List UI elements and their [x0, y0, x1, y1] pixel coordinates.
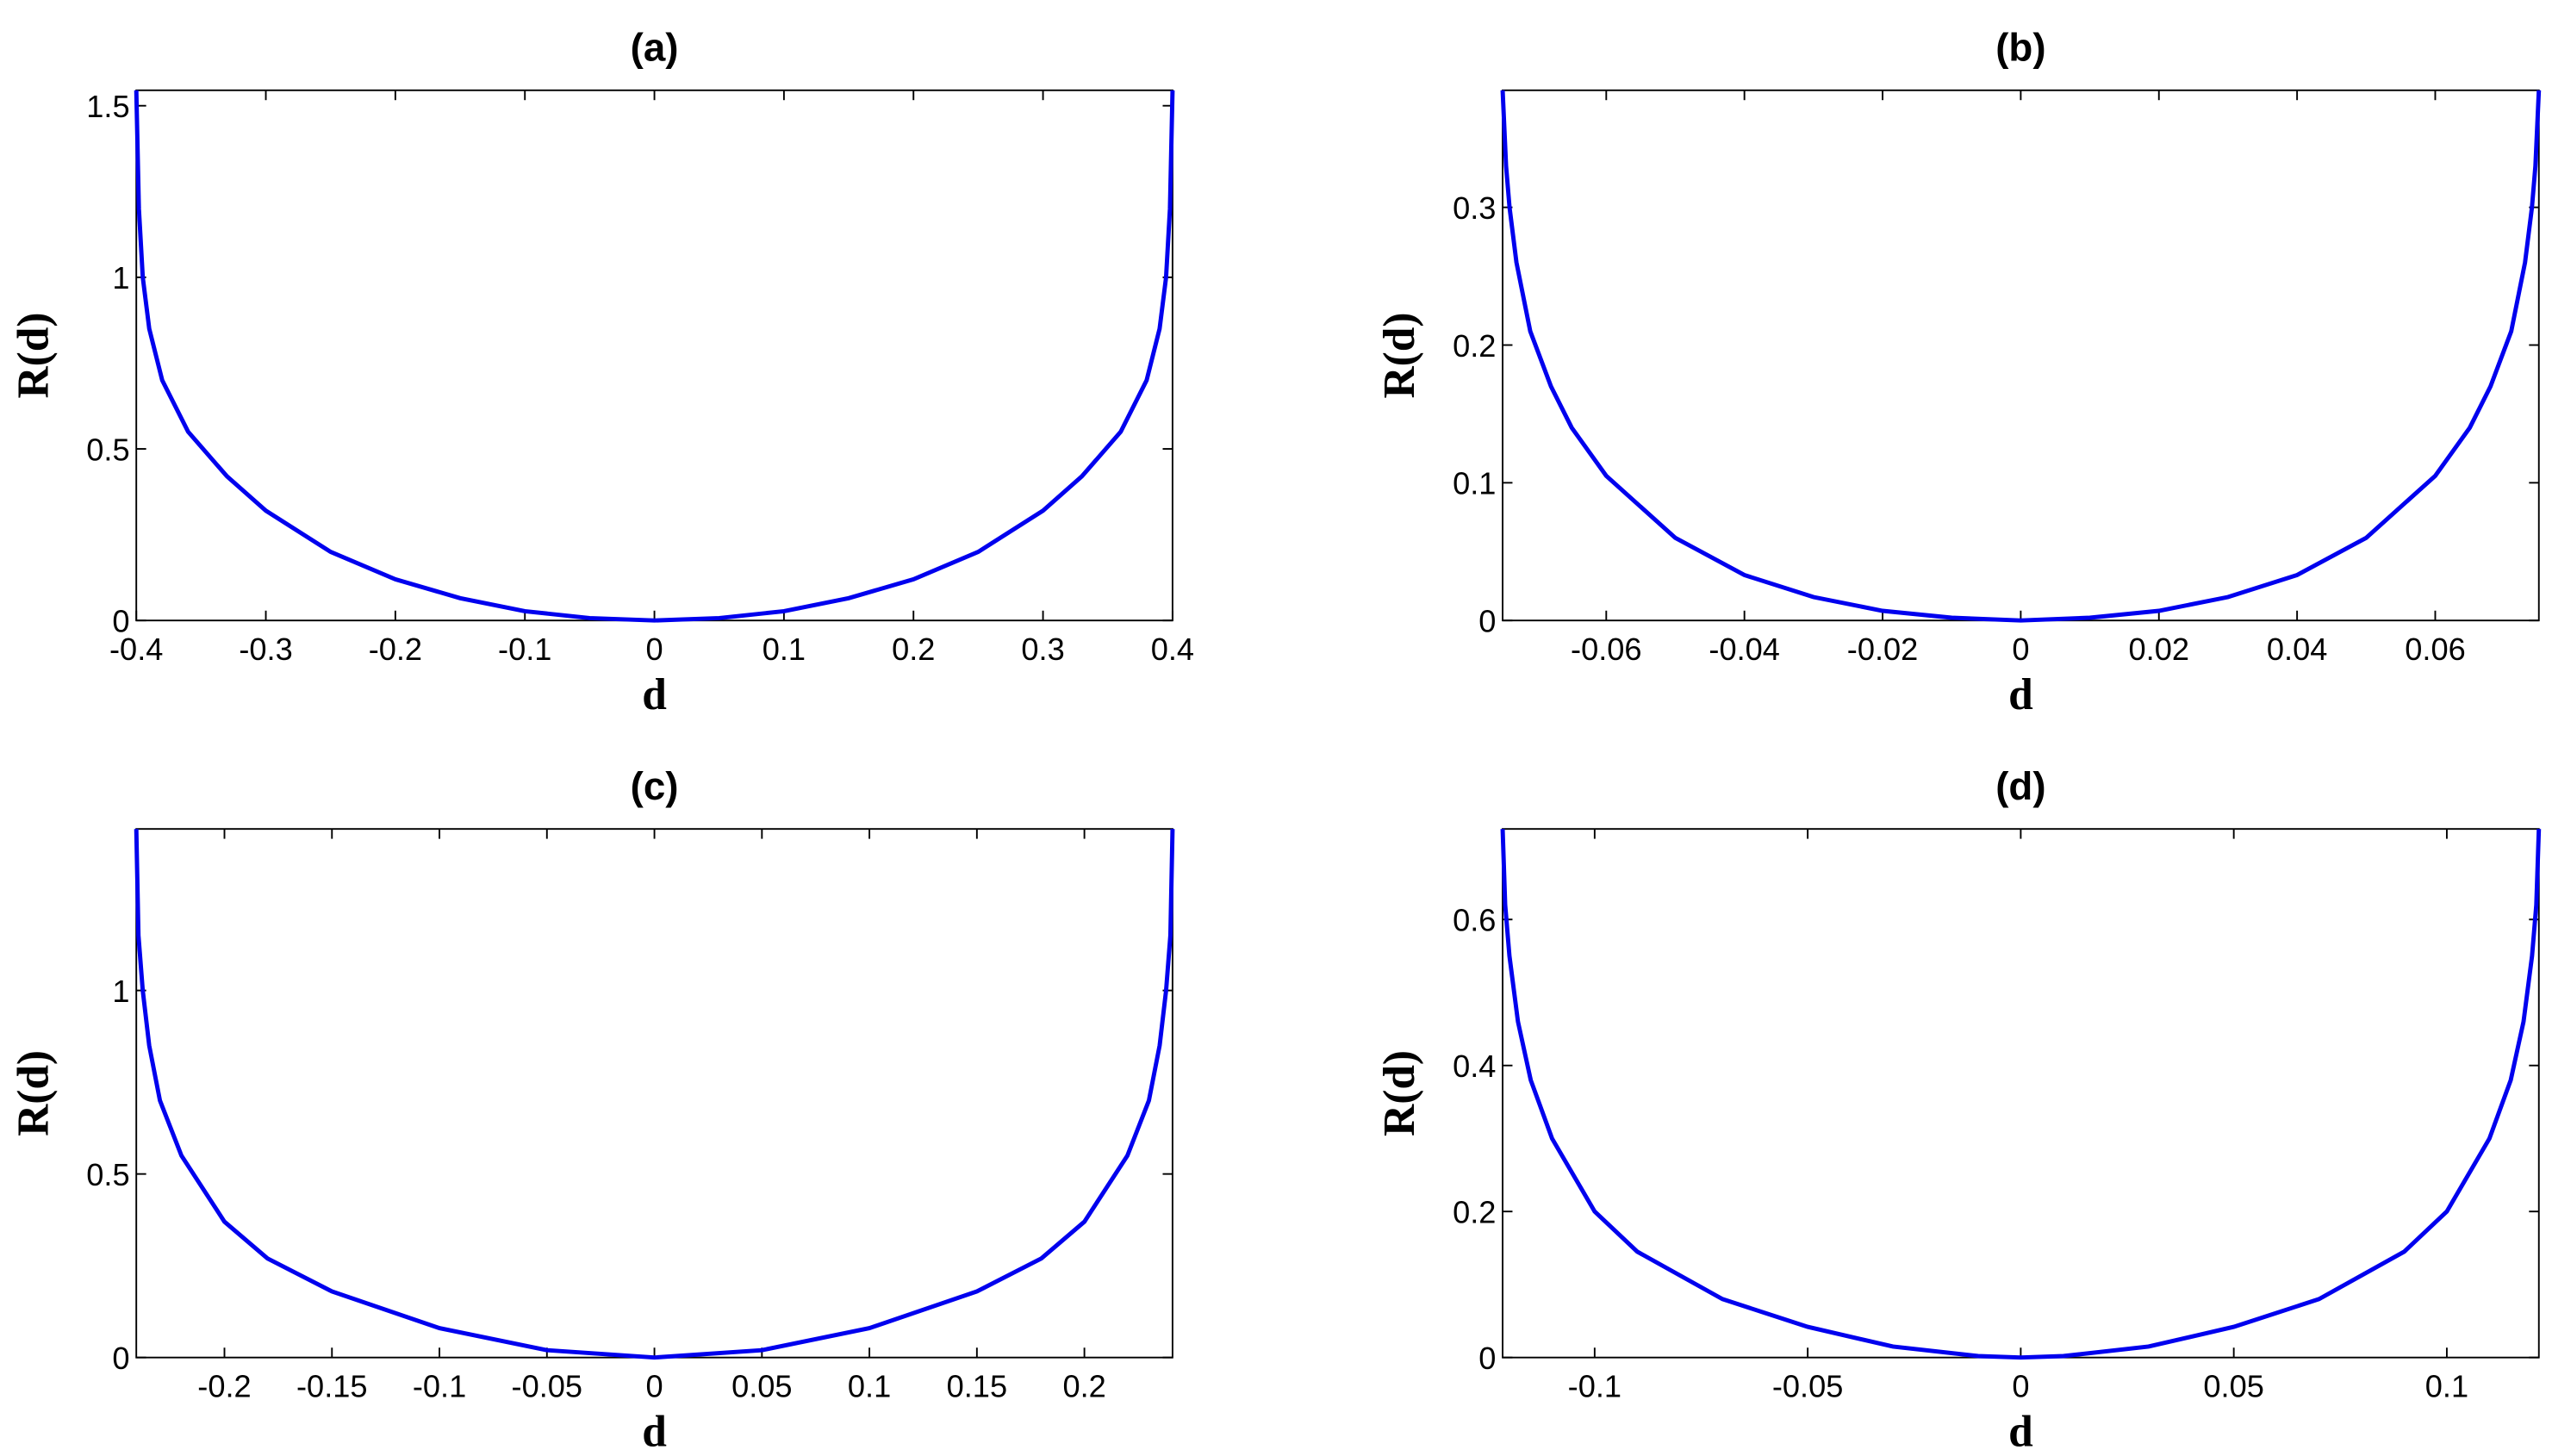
x-tick-label: 0.05	[2203, 1368, 2263, 1403]
y-tick-label: 1	[112, 260, 129, 296]
x-tick-label: -0.04	[1709, 632, 1780, 667]
x-tick-label: 0.1	[762, 632, 806, 667]
x-tick-label: 0.1	[2425, 1368, 2468, 1403]
x-tick-label: 0	[2012, 1368, 2029, 1403]
y-tick-label: 0.1	[1453, 466, 1496, 501]
y-tick-label: 0.5	[86, 432, 129, 467]
y-tick-label: 0	[1478, 604, 1496, 639]
chart-title: (b)	[1995, 26, 2045, 70]
plot-area	[1502, 89, 2540, 622]
plot-area	[135, 828, 1173, 1359]
y-tick-label: 1.5	[86, 89, 129, 124]
y-tick-label: 0.4	[1453, 1048, 1496, 1084]
y-tick-label: 0	[112, 604, 129, 639]
x-tick-label: 0.15	[947, 1368, 1007, 1403]
curve	[1500, 829, 2542, 1360]
x-tick-label: -0.4	[109, 632, 163, 667]
x-tick-label: -0.05	[512, 1368, 583, 1403]
x-tick-label: 0.4	[1151, 632, 1194, 667]
x-tick-label: -0.05	[1772, 1368, 1844, 1403]
chart-title: (c)	[631, 764, 679, 808]
x-tick-label: -0.2	[197, 1368, 251, 1403]
x-tick-label: -0.3	[239, 632, 292, 667]
x-tick-label: 0.04	[2267, 632, 2327, 667]
x-tick-label: 0.05	[731, 1368, 792, 1403]
x-tick-label: -0.15	[296, 1368, 368, 1403]
y-tick-label: 0	[1478, 1341, 1496, 1376]
curve	[134, 829, 1175, 1360]
x-tick-label: -0.02	[1847, 632, 1919, 667]
x-tick-label: 0.1	[848, 1368, 891, 1403]
x-tick-label: 0.3	[1021, 632, 1064, 667]
curve	[134, 90, 1175, 623]
x-axis-label: d	[642, 670, 667, 719]
y-axis-label: R(d)	[9, 1050, 58, 1136]
x-tick-label: 0	[645, 632, 663, 667]
y-axis-label: R(d)	[1375, 1050, 1424, 1136]
x-tick-label: 0.02	[2129, 632, 2189, 667]
y-axis-label: R(d)	[9, 312, 58, 398]
x-axis-label: d	[2008, 1408, 2033, 1456]
x-tick-label: 0	[645, 1368, 663, 1403]
x-axis-label: d	[642, 1408, 667, 1456]
y-tick-label: 0.5	[86, 1157, 129, 1192]
x-tick-label: -0.1	[1568, 1368, 1621, 1403]
x-tick-label: 0.2	[892, 632, 935, 667]
x-tick-label: 0	[2012, 632, 2029, 667]
y-tick-label: 0.3	[1453, 190, 1496, 226]
x-tick-label: 0.2	[1062, 1368, 1105, 1403]
plot-area	[135, 89, 1173, 622]
x-tick-label: -0.1	[498, 632, 551, 667]
chart-title: (a)	[631, 26, 679, 70]
y-tick-label: 0.6	[1453, 903, 1496, 938]
x-tick-label: -0.1	[413, 1368, 466, 1403]
x-tick-label: -0.06	[1571, 632, 1642, 667]
y-tick-label: 0.2	[1453, 328, 1496, 364]
plot-area	[1502, 828, 2540, 1359]
y-tick-label: 0.2	[1453, 1195, 1496, 1230]
x-tick-label: 0.06	[2405, 632, 2465, 667]
y-tick-label: 0	[112, 1341, 129, 1376]
x-tick-label: -0.2	[369, 632, 422, 667]
x-axis-label: d	[2008, 670, 2033, 719]
y-axis-label: R(d)	[1375, 312, 1424, 398]
chart-title: (d)	[1995, 764, 2045, 808]
y-tick-label: 1	[112, 974, 129, 1009]
curve	[1500, 90, 2542, 623]
